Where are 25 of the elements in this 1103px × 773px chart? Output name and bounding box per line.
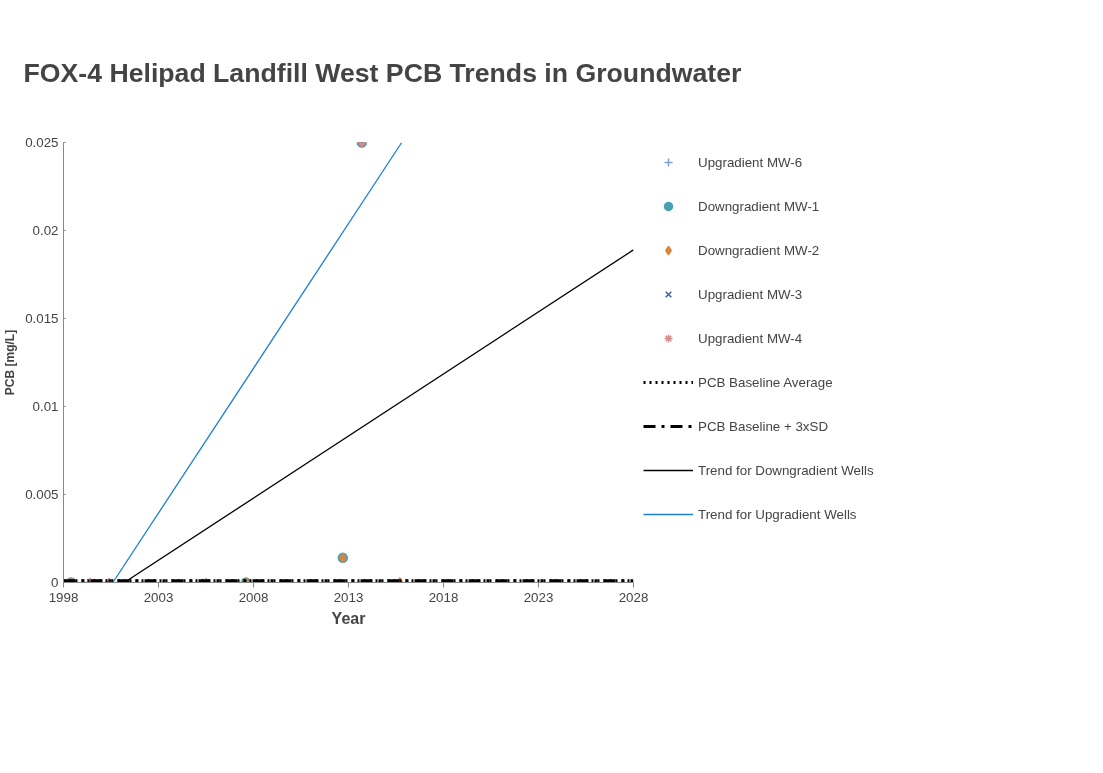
y-tick-label: 0.005 [25, 487, 59, 502]
x-tick-label: 2013 [333, 589, 364, 605]
x-tick-label: 1998 [48, 589, 79, 605]
x-tick-label: 2018 [428, 589, 459, 605]
legend-label: PCB Baseline + 3xSD [698, 418, 829, 434]
legend-label: Downgradient MW-2 [698, 242, 820, 258]
y-tick-label: 0 [51, 575, 59, 590]
x-tick-label: 2003 [143, 589, 174, 605]
x-axis-title: Year [331, 609, 366, 627]
legend-label: Trend for Downgradient Wells [698, 462, 874, 478]
legend-label: Trend for Upgradient Wells [698, 506, 857, 522]
x-tick-label: 2008 [238, 589, 269, 605]
y-tick-label: 0.02 [32, 223, 59, 238]
y-tick-label: 0.025 [25, 135, 59, 150]
chart-title: FOX-4 Helipad Landfill West PCB Trends in Groundwater [23, 57, 742, 88]
legend-label: Upgradient MW-3 [698, 286, 803, 302]
legend-label: Upgradient MW-4 [698, 330, 803, 346]
y-tick-label: 0.015 [25, 311, 59, 326]
y-axis-title: PCB [mg/L] [3, 329, 18, 396]
legend-label: PCB Baseline Average [698, 374, 833, 390]
y-tick-label: 0.01 [32, 399, 59, 414]
legend-label: Downgradient MW-1 [698, 198, 820, 214]
legend-label: Upgradient MW-6 [698, 154, 803, 170]
x-tick-label: 2023 [523, 589, 554, 605]
x-tick-label: 2028 [618, 589, 649, 605]
